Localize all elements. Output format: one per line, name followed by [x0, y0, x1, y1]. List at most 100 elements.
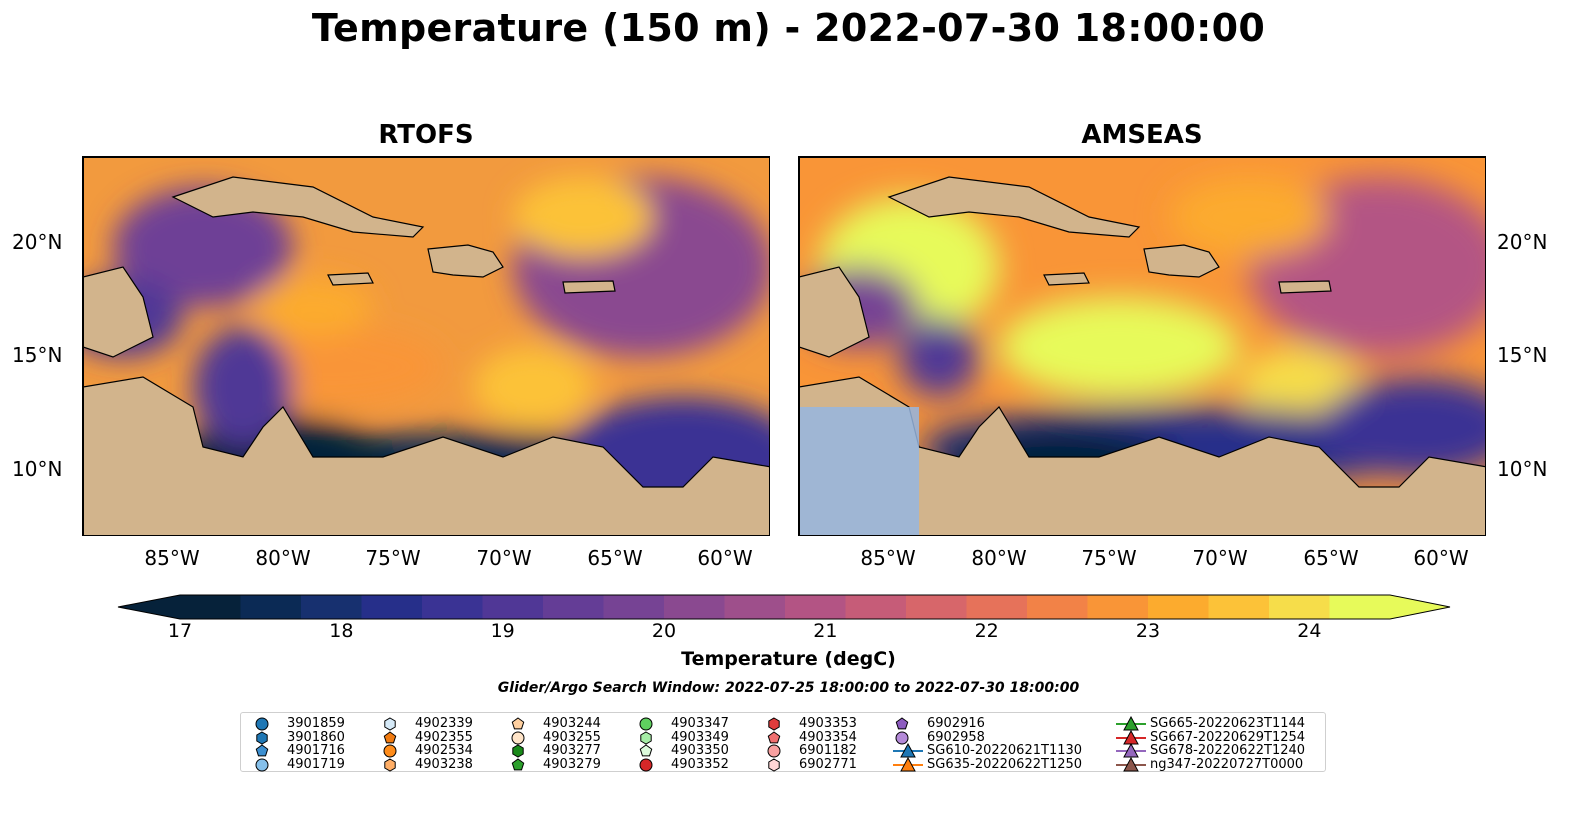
- legend-label: 4903350: [671, 743, 729, 758]
- map-rtofs: [82, 156, 770, 536]
- legend-label: SG635-20220622T1250: [927, 756, 1083, 772]
- legend-label: 4901719: [287, 756, 345, 772]
- colorbar-segment: [1329, 595, 1391, 619]
- triangle-line-marker-icon: [893, 756, 923, 771]
- legend-label: 4903349: [671, 729, 729, 745]
- legend-label: SG610-20220621T1130: [927, 743, 1083, 758]
- legend-label: 6902916: [927, 716, 985, 731]
- legend-label: SG667-20220629T1254: [1150, 729, 1306, 745]
- panel-title-amseas: AMSEAS: [1081, 120, 1203, 150]
- legend-label: SG678-20220622T1240: [1150, 743, 1306, 758]
- pentagon-marker-icon: [255, 744, 269, 757]
- pentagon-marker-icon: [639, 744, 653, 757]
- colorbar-tick-label: 19: [490, 620, 515, 642]
- circle-marker-icon: [895, 731, 909, 744]
- legend-label: 4903277: [543, 743, 601, 758]
- legend-label: 4903255: [543, 729, 601, 745]
- map-amseas: [798, 156, 1486, 536]
- figure-title: Temperature (150 m) - 2022-07-30 18:00:0…: [311, 6, 1266, 50]
- amseas-field: [799, 157, 1485, 535]
- colorbar-tick-label: 18: [329, 620, 354, 642]
- panel-title-rtofs: RTOFS: [378, 120, 474, 150]
- colorbar-label: Temperature (degC): [681, 648, 896, 670]
- colorbar-segment: [361, 595, 423, 619]
- colorbar-tick-label: 22: [974, 620, 999, 642]
- colorbar-segment: [1148, 595, 1209, 619]
- legend-label: 4903279: [543, 756, 601, 772]
- hexagon-marker-icon: [384, 717, 396, 731]
- colorbar-segment: [240, 595, 302, 619]
- lon-tick-label: 65°W: [587, 546, 643, 570]
- circle-marker-icon: [511, 731, 525, 744]
- hexagon-marker-icon: [384, 757, 396, 772]
- colorbar: [117, 594, 1451, 620]
- colorbar-segment: [1087, 595, 1149, 619]
- colorbar-tick-label: 24: [1297, 620, 1322, 642]
- hexagon-marker-icon: [640, 730, 652, 745]
- circle-marker-icon: [639, 717, 653, 731]
- pentagon-marker-icon: [383, 730, 397, 743]
- colorbar-segment: [603, 595, 665, 619]
- legend-label: 4903354: [799, 729, 857, 745]
- colorbar-segment: [543, 595, 604, 619]
- legend-label: 4902355: [415, 729, 473, 745]
- legend-label: 4903352: [671, 756, 729, 772]
- lat-tick-label-right: 20°N: [1497, 230, 1548, 254]
- pentagon-marker-icon: [511, 717, 525, 730]
- hexagon-marker-icon: [768, 757, 780, 772]
- lon-tick-label: 60°W: [697, 546, 753, 570]
- hexagon-marker-icon: [256, 730, 268, 745]
- legend-label: 6902771: [799, 756, 857, 772]
- colorbar-segment: [422, 595, 483, 619]
- triangle-line-marker-icon: [1116, 756, 1146, 771]
- legend-label: 4902534: [415, 743, 473, 758]
- colorbar-segment: [966, 595, 1028, 619]
- hexagon-marker-icon: [512, 744, 524, 758]
- colorbar-segment: [180, 595, 241, 619]
- lon-tick-label: 80°W: [255, 546, 311, 570]
- colorbar-segment: [301, 595, 362, 619]
- colorbar-segment: [785, 595, 846, 619]
- circle-marker-icon: [767, 744, 781, 758]
- colorbar-extend-min: [118, 595, 180, 619]
- circle-marker-icon: [255, 758, 269, 771]
- colorbar-segment: [664, 595, 725, 619]
- colorbar-segment: [1208, 595, 1270, 619]
- lat-tick-label-left: 15°N: [12, 343, 63, 367]
- circle-marker-icon: [639, 758, 653, 771]
- legend-label: 3901860: [287, 729, 345, 745]
- lon-tick-label: 60°W: [1413, 546, 1469, 570]
- legend-label: 4902339: [415, 716, 473, 731]
- legend-label: 4903244: [543, 716, 601, 731]
- lon-tick-label: 65°W: [1303, 546, 1359, 570]
- colorbar-tick-label: 21: [813, 620, 838, 642]
- search-window-text: Glider/Argo Search Window: 2022-07-25 18…: [497, 680, 1080, 696]
- legend-label: 3901859: [287, 716, 345, 731]
- legend-label: 4903238: [415, 756, 473, 772]
- amseas-shelf: [799, 407, 919, 535]
- legend: 3901859 3901860 4901716 4901719 4902339 49023…: [240, 712, 1326, 772]
- colorbar-outline: [117, 594, 1451, 620]
- lon-tick-label: 75°W: [365, 546, 421, 570]
- lat-tick-label-right: 15°N: [1497, 343, 1548, 367]
- colorbar-tick-label: 23: [1135, 620, 1161, 642]
- hexagon-marker-icon: [768, 717, 780, 731]
- pentagon-marker-icon: [895, 717, 909, 730]
- colorbar-tick-label: 17: [167, 620, 193, 642]
- legend-label: ng347-20220727T0000: [1150, 756, 1304, 772]
- legend-label: SG665-20220623T1144: [1150, 716, 1306, 731]
- pentagon-marker-icon: [767, 730, 781, 743]
- colorbar-segment: [1269, 595, 1330, 619]
- lat-tick-label-left: 10°N: [12, 457, 63, 481]
- legend-label: 4903353: [799, 716, 857, 731]
- legend-label: 6901182: [799, 743, 857, 758]
- circle-marker-icon: [255, 717, 269, 731]
- colorbar-extend-max: [1390, 595, 1450, 619]
- lat-tick-label-right: 10°N: [1497, 457, 1548, 481]
- pentagon-marker-icon: [511, 757, 525, 770]
- lon-tick-label: 70°W: [476, 546, 532, 570]
- lon-tick-label: 80°W: [971, 546, 1027, 570]
- colorbar-segment: [724, 595, 786, 619]
- rtofs-field: [83, 157, 769, 535]
- lat-tick-label-left: 20°N: [12, 230, 63, 254]
